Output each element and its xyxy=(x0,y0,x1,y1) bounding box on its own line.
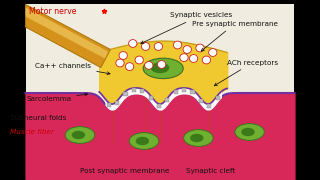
Bar xyxy=(132,88,136,92)
Ellipse shape xyxy=(241,128,255,136)
Polygon shape xyxy=(26,4,110,68)
Text: Motor nerve: Motor nerve xyxy=(29,6,76,15)
Text: Ca++ channels: Ca++ channels xyxy=(35,62,110,75)
Ellipse shape xyxy=(129,133,159,149)
Circle shape xyxy=(173,41,182,49)
Circle shape xyxy=(116,59,124,67)
Bar xyxy=(148,96,153,100)
Circle shape xyxy=(202,56,211,64)
Circle shape xyxy=(135,56,143,64)
Bar xyxy=(190,90,195,94)
Circle shape xyxy=(129,40,137,47)
Text: ACh receptors: ACh receptors xyxy=(214,60,278,86)
Bar xyxy=(182,88,186,92)
Ellipse shape xyxy=(65,127,95,143)
Text: Subneural folds: Subneural folds xyxy=(10,115,66,121)
Circle shape xyxy=(125,63,134,71)
Circle shape xyxy=(141,43,150,50)
Bar xyxy=(165,98,170,102)
Ellipse shape xyxy=(136,137,149,145)
Text: Synaptic vesicles: Synaptic vesicles xyxy=(141,12,232,44)
Text: Sarcolemma: Sarcolemma xyxy=(26,93,88,102)
Ellipse shape xyxy=(143,58,183,79)
Polygon shape xyxy=(26,8,108,59)
Bar xyxy=(157,104,161,108)
Text: Synaptic cleft: Synaptic cleft xyxy=(186,168,235,174)
Circle shape xyxy=(180,54,188,62)
Ellipse shape xyxy=(151,62,169,73)
Ellipse shape xyxy=(190,134,204,142)
Text: Post synaptic membrane: Post synaptic membrane xyxy=(80,168,170,174)
FancyBboxPatch shape xyxy=(26,4,294,176)
Bar xyxy=(216,96,220,100)
Bar xyxy=(115,101,119,105)
Bar xyxy=(207,104,211,108)
Circle shape xyxy=(119,52,127,59)
Circle shape xyxy=(183,46,191,53)
Circle shape xyxy=(209,49,217,56)
Circle shape xyxy=(157,61,166,68)
Circle shape xyxy=(154,43,163,50)
Bar xyxy=(199,99,203,103)
Circle shape xyxy=(196,44,204,52)
Ellipse shape xyxy=(72,131,85,139)
Bar xyxy=(107,103,111,107)
Circle shape xyxy=(145,62,153,69)
Ellipse shape xyxy=(235,124,264,140)
Text: Muscle fiber: Muscle fiber xyxy=(10,129,54,134)
Text: Pre synaptic membrane: Pre synaptic membrane xyxy=(192,21,278,51)
Bar xyxy=(140,89,144,93)
Circle shape xyxy=(189,55,198,62)
Bar xyxy=(174,90,178,94)
Bar xyxy=(124,92,128,96)
Ellipse shape xyxy=(184,130,213,146)
